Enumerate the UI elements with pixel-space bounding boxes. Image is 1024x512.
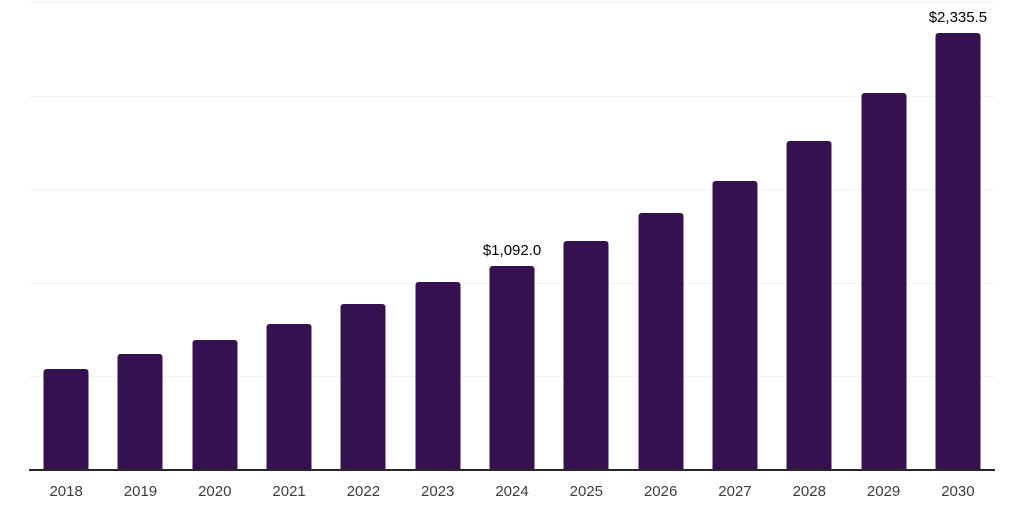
bar-2025 <box>563 240 609 470</box>
bar-column-2027 <box>698 2 772 470</box>
bar-column-2025 <box>549 2 623 470</box>
bar-column-2021 <box>252 2 326 470</box>
bar-2018 <box>43 368 89 470</box>
bar-column-2018 <box>29 2 103 470</box>
bar-column-2026 <box>624 2 698 470</box>
bar-2027 <box>712 181 758 470</box>
bar-column-2028 <box>772 2 846 470</box>
bar-2022 <box>340 304 386 470</box>
bar-2028 <box>786 141 832 470</box>
x-tick-2019: 2019 <box>123 483 158 500</box>
x-tick-2025: 2025 <box>569 483 604 500</box>
bar-2026 <box>638 213 684 470</box>
bar-value-label-2030: $2,335.5 <box>928 8 988 26</box>
x-axis-line <box>29 469 995 471</box>
bar-value-label-2024: $1,092.0 <box>482 241 542 259</box>
plot-area: $1,092.0 $2,335.5 <box>29 2 995 471</box>
x-tick-2029: 2029 <box>866 483 901 500</box>
bar-2019 <box>117 354 163 470</box>
bar-column-2024: $1,092.0 <box>475 2 549 470</box>
bar-column-2029 <box>846 2 920 470</box>
bar-column-2019 <box>103 2 177 470</box>
gridline-2500 <box>29 2 995 3</box>
bar-2024 <box>489 265 535 470</box>
bar-column-2020 <box>178 2 252 470</box>
x-axis-labels: 2018 2019 2020 2021 2022 2023 2024 2025 2026 2027… <box>29 483 995 500</box>
x-tick-2023: 2023 <box>421 483 455 500</box>
bar-2030 <box>935 32 981 470</box>
x-tick-2018: 2018 <box>49 483 83 500</box>
bar-2020 <box>192 340 238 470</box>
x-tick-2030: 2030 <box>941 483 975 500</box>
bars-row: $1,092.0 $2,335.5 <box>29 2 995 470</box>
x-tick-2026: 2026 <box>643 483 678 500</box>
bar-2021 <box>266 323 312 470</box>
bar-column-2022 <box>326 2 400 470</box>
x-tick-2020: 2020 <box>198 483 232 500</box>
bar-2029 <box>861 93 907 470</box>
gridline-1500 <box>29 189 995 191</box>
x-tick-2028: 2028 <box>792 483 826 500</box>
x-tick-2024: 2024 <box>495 483 529 500</box>
bar-column-2023 <box>401 2 475 470</box>
x-tick-2021: 2021 <box>272 483 306 500</box>
bar-column-2030: $2,335.5 <box>921 2 995 470</box>
x-tick-2022: 2022 <box>346 483 381 500</box>
x-tick-2027: 2027 <box>718 483 752 500</box>
bar-2023 <box>415 282 461 470</box>
gridline-2000 <box>29 95 995 97</box>
